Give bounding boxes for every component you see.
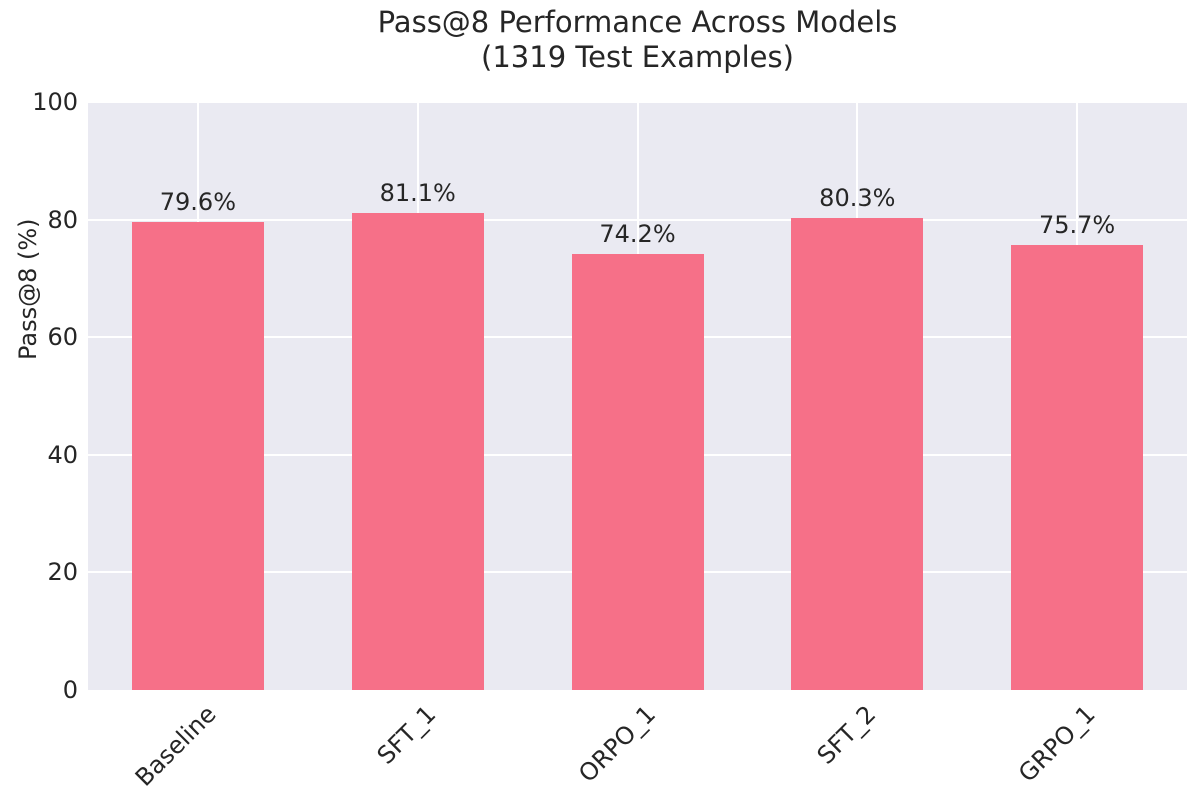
bar — [1011, 244, 1144, 690]
chart-title-line-2: (1319 Test Examples) — [481, 40, 794, 74]
x-tick-label: SFT_2 — [811, 700, 882, 770]
bar — [351, 213, 484, 690]
bar-value-label: 81.1% — [379, 179, 456, 208]
x-tick-label: Baseline — [129, 700, 222, 790]
y-tick-label: 60 — [47, 323, 78, 352]
y-tick-label: 80 — [47, 205, 78, 234]
bar-value-label: 80.3% — [819, 183, 896, 212]
x-tick-label: ORPO_1 — [573, 700, 662, 788]
plot-area — [88, 101, 1187, 690]
y-tick-label: 20 — [47, 558, 78, 587]
bar — [131, 221, 264, 690]
bar-value-label: 75.7% — [1038, 210, 1116, 239]
bar — [571, 253, 704, 690]
bar-value-label: 79.6% — [159, 187, 237, 216]
chart-title-line-1: Pass@8 Performance Across Models — [377, 5, 898, 39]
x-tick-label: SFT_1 — [371, 700, 442, 770]
bar-value-label: 74.2% — [599, 219, 676, 248]
chart-title: Pass@8 Performance Across Models (1319 T… — [88, 5, 1187, 75]
bar — [791, 217, 924, 690]
x-tick-label: GRPO_1 — [1013, 700, 1101, 788]
y-tick-label: 0 — [62, 676, 78, 704]
y-tick-label: 40 — [47, 440, 78, 469]
y-tick-label: 100 — [32, 88, 78, 116]
